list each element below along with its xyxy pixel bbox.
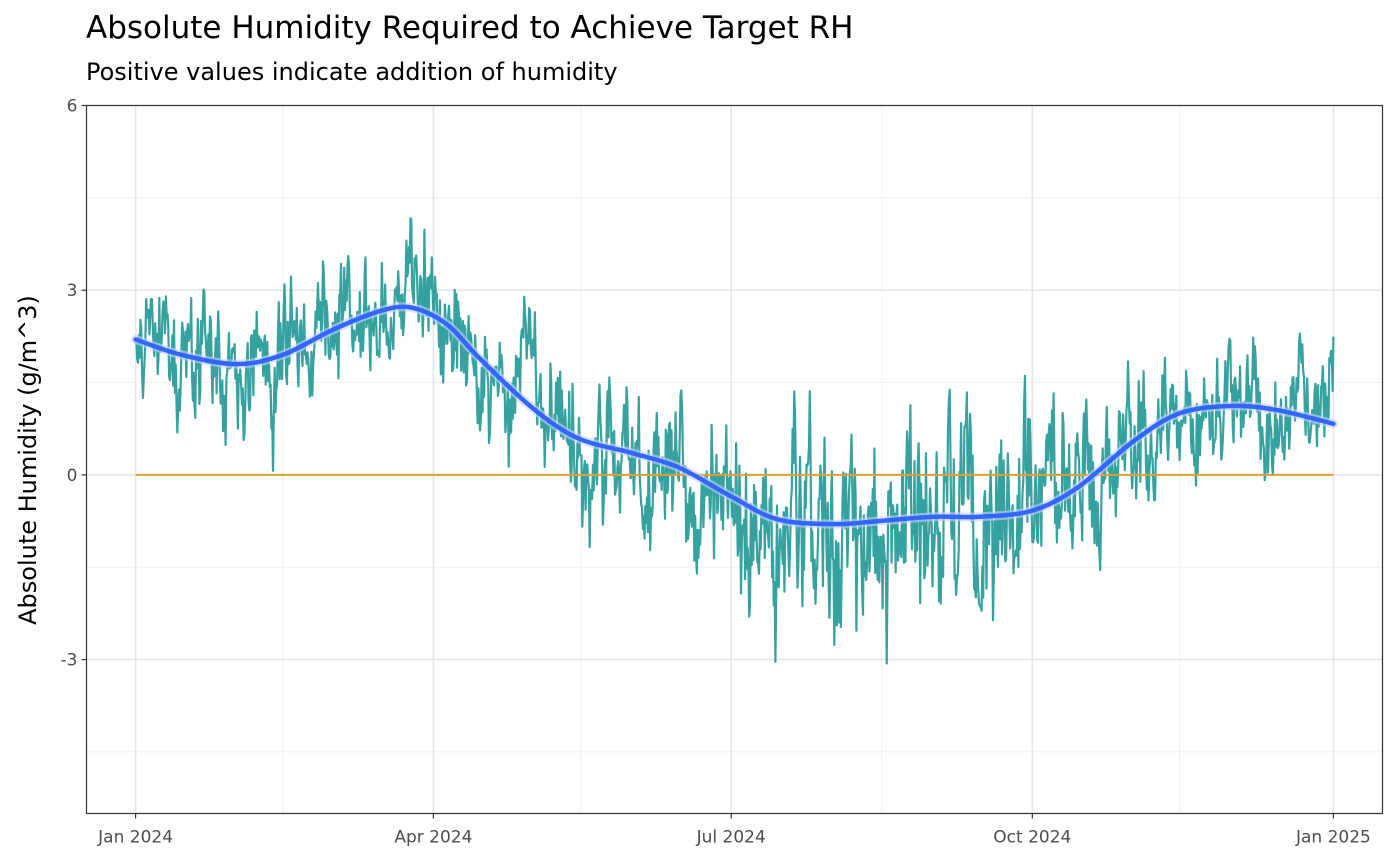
plot-panel-border	[85, 104, 1384, 815]
y-tick-label: -3	[61, 651, 78, 671]
minor-gridlines	[86, 105, 1383, 814]
major-gridlines	[86, 104, 1383, 814]
x-tick-label: Jan 2024	[97, 828, 173, 848]
y-tick-label: 3	[67, 281, 78, 301]
x-tick-label: Oct 2024	[993, 828, 1071, 848]
y-tick-label: 0	[67, 466, 78, 486]
x-tick-label: Jul 2024	[696, 828, 766, 848]
series-layer	[131, 217, 1338, 665]
axis-tick-labels: -3 0 3 6 Jan 2024 Apr 2024 Jul 2024 Oct 2024 Jan…	[61, 97, 1371, 848]
x-tick-label: Apr 2024	[394, 828, 472, 848]
axis-ticks	[81, 104, 1335, 819]
smooth-trend-line	[133, 304, 1336, 527]
y-tick-label: 6	[67, 97, 78, 117]
chart-title: Absolute Humidity Required to Achieve Ta…	[86, 10, 854, 46]
x-tick-label: Jan 2025	[1295, 828, 1371, 848]
hourly-humidity-line	[134, 217, 1335, 665]
chart-subtitle: Positive values indicate addition of hum…	[86, 58, 618, 86]
